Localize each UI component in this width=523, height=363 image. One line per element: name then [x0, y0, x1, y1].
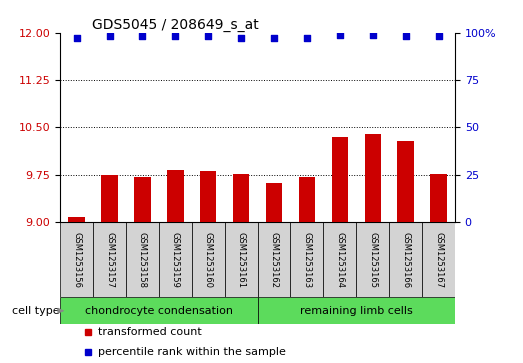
Bar — [225, 222, 257, 297]
Bar — [323, 222, 356, 297]
Point — [171, 33, 179, 39]
Bar — [266, 183, 282, 222]
Text: GSM1253163: GSM1253163 — [302, 232, 311, 287]
Point — [336, 32, 344, 37]
Bar — [430, 174, 447, 222]
Text: GSM1253160: GSM1253160 — [204, 232, 213, 287]
Bar — [159, 222, 192, 297]
Bar — [257, 222, 290, 297]
Point — [435, 33, 443, 39]
Bar — [356, 222, 389, 297]
Text: GSM1253158: GSM1253158 — [138, 232, 147, 287]
Bar — [422, 222, 455, 297]
Bar — [192, 222, 225, 297]
Text: GSM1253166: GSM1253166 — [401, 232, 410, 287]
Bar — [200, 171, 217, 222]
Bar — [290, 222, 323, 297]
Point — [303, 36, 311, 41]
Text: GSM1253162: GSM1253162 — [269, 232, 279, 287]
Text: GSM1253164: GSM1253164 — [335, 232, 344, 287]
Point — [138, 33, 146, 39]
Bar — [93, 222, 126, 297]
Point — [105, 33, 113, 39]
Text: GDS5045 / 208649_s_at: GDS5045 / 208649_s_at — [92, 18, 258, 32]
Bar — [397, 141, 414, 222]
Text: cell type: cell type — [12, 306, 60, 316]
Bar — [60, 297, 257, 325]
Bar — [69, 216, 85, 222]
Text: chondrocyte condensation: chondrocyte condensation — [85, 306, 233, 316]
Point — [237, 36, 245, 41]
Bar — [134, 177, 151, 222]
Bar — [233, 174, 249, 222]
Point — [204, 33, 212, 39]
Bar — [299, 177, 315, 222]
Bar — [257, 297, 455, 325]
Point — [369, 32, 377, 37]
Text: remaining limb cells: remaining limb cells — [300, 306, 413, 316]
Bar — [389, 222, 422, 297]
Text: transformed count: transformed count — [98, 327, 201, 337]
Text: GSM1253161: GSM1253161 — [236, 232, 246, 287]
Text: GSM1253157: GSM1253157 — [105, 232, 114, 287]
Bar — [365, 134, 381, 222]
Bar — [126, 222, 159, 297]
Text: percentile rank within the sample: percentile rank within the sample — [98, 347, 286, 357]
Bar — [60, 222, 93, 297]
Bar — [101, 175, 118, 222]
Text: GSM1253159: GSM1253159 — [171, 232, 180, 287]
Point — [72, 36, 81, 41]
Bar — [167, 170, 184, 222]
Text: GSM1253167: GSM1253167 — [434, 232, 443, 287]
Point — [270, 36, 278, 41]
Point — [402, 33, 410, 39]
Text: GSM1253156: GSM1253156 — [72, 232, 81, 287]
Text: GSM1253165: GSM1253165 — [368, 232, 377, 287]
Bar — [332, 137, 348, 222]
